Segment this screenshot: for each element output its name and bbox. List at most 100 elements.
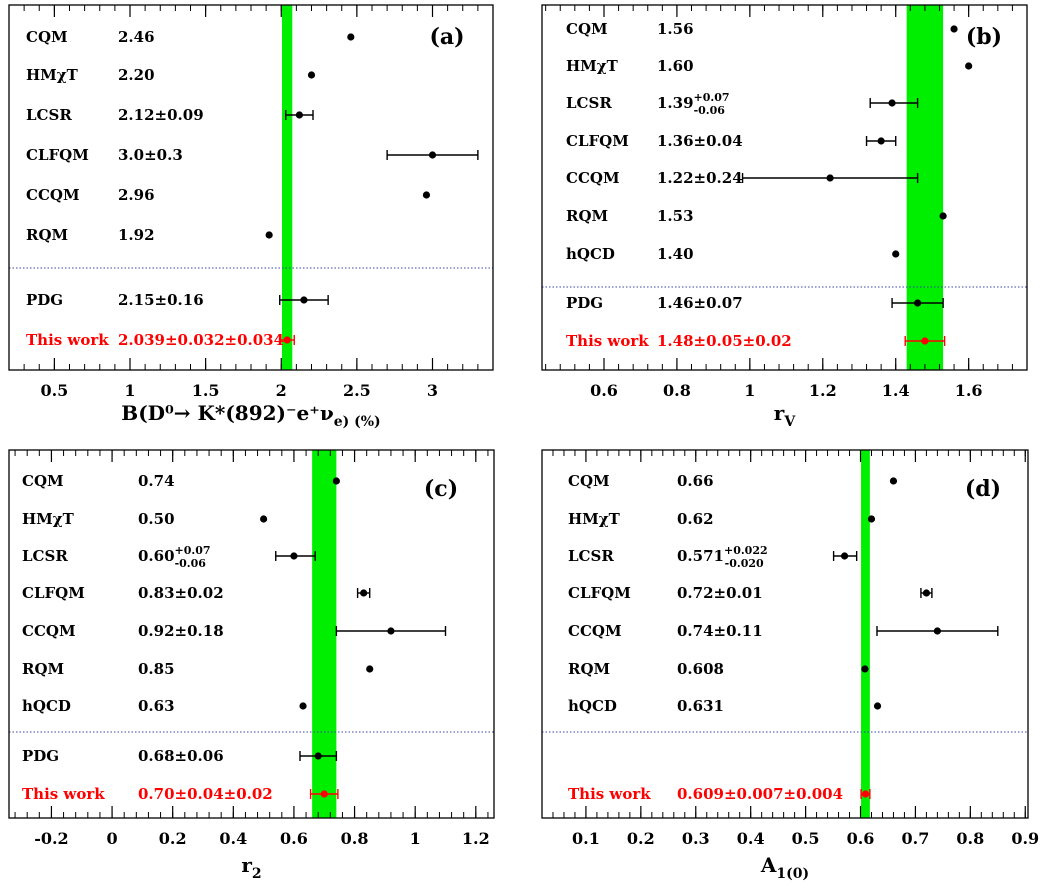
data-point (332, 477, 340, 485)
entry-name: HMχT (26, 66, 79, 84)
data-point (314, 752, 322, 760)
entry-value: 0.609±0.007±0.004 (677, 785, 843, 803)
this-work-point (921, 337, 929, 345)
data-point (888, 99, 896, 107)
entry-value: 1.22±0.24 (657, 169, 743, 187)
plot-frame (8, 449, 495, 819)
x-tick-label: 0.7 (902, 829, 930, 848)
entry-name: LCSR (568, 547, 614, 565)
entry-name: PDG (566, 294, 603, 312)
entry-value: 1.48±0.05±0.02 (657, 332, 792, 350)
x-axis-label: r2 (241, 853, 261, 882)
entry-value: 1.60 (657, 57, 694, 75)
entry-value: 1.56 (657, 20, 694, 38)
entry-name: PDG (22, 747, 59, 765)
x-tick-label: 0.1 (572, 829, 600, 848)
data-point (360, 589, 368, 597)
entry-name: CCQM (566, 169, 620, 187)
panel-d: 0.1 0.2 0.3 0.4 0.5 0.6 0.7 0.8 0.9 (d) CQM 0.66 HMχ… (541, 449, 1039, 882)
entry-name: hQCD (568, 697, 617, 715)
entry-value: 1.39+0.07 -0.06 (657, 91, 730, 117)
data-point (933, 627, 941, 635)
entry-name: RQM (566, 207, 608, 225)
entry-value: 1.36±0.04 (657, 132, 743, 150)
entry-value: 0.631 (677, 697, 724, 715)
x-tick-label: 0.4 (219, 829, 247, 848)
entry-name: HMχT (566, 57, 619, 75)
x-tick-label: 1.2 (809, 381, 837, 400)
x-tick-label: 0.4 (737, 829, 765, 848)
x-tick-label: 0.5 (40, 381, 68, 400)
this-work-point (320, 790, 328, 798)
data-point (366, 665, 374, 673)
data-point (290, 552, 298, 560)
entry-name: CCQM (26, 186, 80, 204)
entry-value: 2.20 (118, 66, 155, 84)
plot-frame (541, 449, 1029, 819)
x-tick-label: 0.8 (341, 829, 369, 848)
x-tick-label: 0.8 (956, 829, 984, 848)
entry-name: LCSR (22, 547, 68, 565)
x-tick-label: 1 (410, 829, 421, 848)
x-tick-label: 0.6 (847, 829, 875, 848)
result-band (906, 5, 944, 370)
data-point (826, 174, 834, 182)
panel-tag: (a) (429, 24, 464, 50)
x-tick-label: -0.2 (34, 829, 68, 848)
data-point (260, 515, 268, 523)
entry-value: 1.92 (118, 226, 155, 244)
data-point (922, 589, 931, 597)
data-point (939, 212, 947, 220)
data-point (299, 702, 307, 710)
entry-value: 0.62 (677, 510, 714, 528)
data-point (965, 62, 973, 70)
data-point (422, 191, 431, 199)
entry-value: 0.66 (677, 472, 714, 490)
panel-tag: (b) (966, 24, 1002, 50)
entry-value: 1.53 (657, 207, 694, 225)
entry-value: 1.46±0.07 (657, 294, 743, 312)
entry-value: 0.85 (138, 660, 175, 678)
data-point (889, 477, 898, 485)
entry-value: 0.74 (138, 472, 175, 490)
panel-a: 0.5 1 1.5 2 2.5 3 (a) CQM 2.46 HMχT 2.20 LCSR 2.12±0… (8, 4, 494, 430)
entry-value: 1.40 (657, 245, 694, 263)
x-tick-label: 1 (744, 381, 755, 400)
x-tick-label: 1.4 (882, 381, 910, 400)
x-tick-label: 1.5 (192, 381, 220, 400)
entry-value: 0.608 (677, 660, 724, 678)
entry-value: 0.72±0.01 (677, 584, 763, 602)
entry-value: 0.92±0.18 (138, 622, 224, 640)
x-tick-label: 0.6 (590, 381, 618, 400)
entry-name: CCQM (568, 622, 622, 640)
x-tick-label: 1.2 (462, 829, 490, 848)
data-point (867, 515, 876, 523)
plot-frame (8, 4, 494, 371)
entry-name: CQM (566, 20, 608, 38)
data-point (300, 296, 308, 304)
x-tick-label: 0.3 (682, 829, 710, 848)
panel-tag: (c) (424, 476, 458, 502)
plot-frame (541, 4, 1028, 371)
entry-value: 2.12±0.09 (118, 106, 204, 124)
entry-value: 0.60+0.07 -0.06 (138, 544, 211, 570)
entry-value: 0.68±0.06 (138, 747, 224, 765)
entry-name: This work (568, 785, 651, 803)
data-point (387, 627, 395, 635)
panel-b: 0.6 0.8 1 1.2 1.4 1.6 (b) CQM 1.56 HMχT 1.60 LCSR 1.… (541, 4, 1028, 430)
this-work-point (861, 790, 870, 798)
entry-name: This work (22, 785, 105, 803)
x-tick-label: 0.8 (663, 381, 691, 400)
entry-name: CCQM (22, 622, 76, 640)
this-work-point (283, 336, 291, 344)
data-point (892, 250, 900, 258)
x-tick-label: 0.6 (280, 829, 308, 848)
entry-name: hQCD (566, 245, 615, 263)
panel-c: -0.2 0 0.2 0.4 0.6 0.8 1 1.2 (c) CQM 0.74 HMχT 0.50 L… (8, 449, 495, 882)
entry-name: CQM (22, 472, 64, 490)
result-band (282, 5, 293, 370)
x-tick-label: 3 (427, 381, 438, 400)
x-tick-label: 1.6 (955, 381, 983, 400)
x-tick-label: 2.5 (343, 381, 371, 400)
entry-name: RQM (26, 226, 68, 244)
